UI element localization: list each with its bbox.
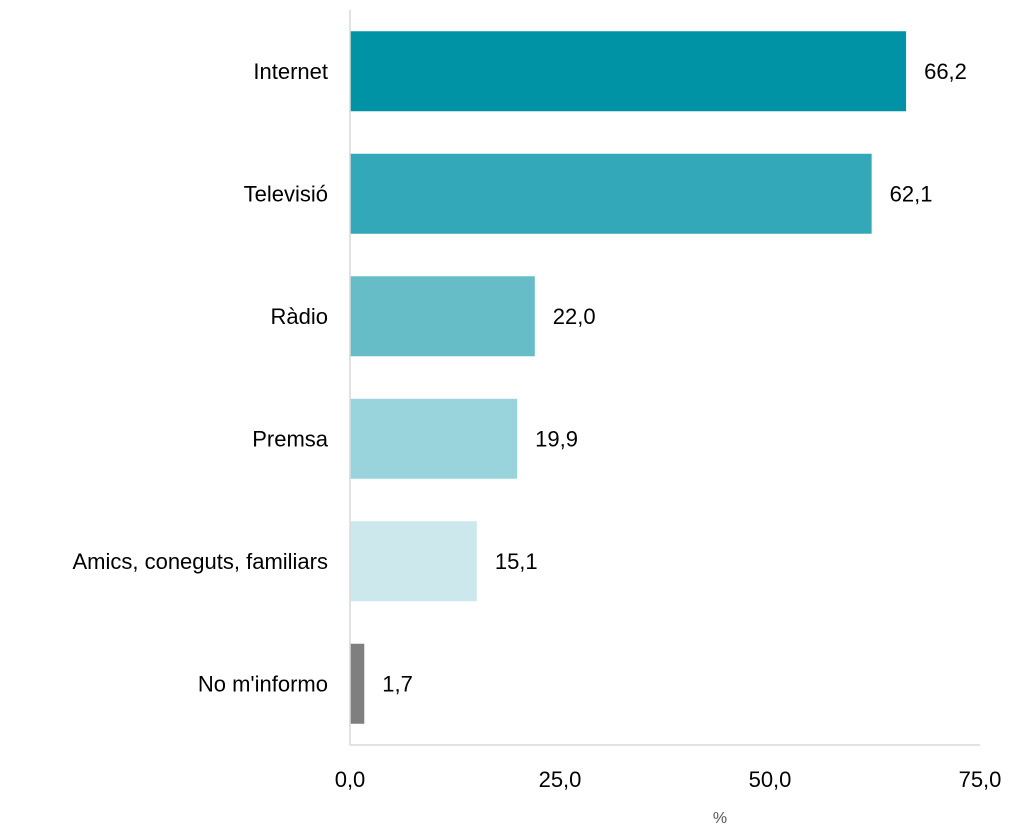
x-tick-label: 75,0: [959, 767, 1002, 792]
bar-3: [350, 398, 518, 479]
bar-1: [350, 153, 872, 234]
bar-0: [350, 31, 907, 112]
value-label: 1,7: [382, 671, 413, 696]
category-label: No m'informo: [198, 671, 328, 696]
category-label: Ràdio: [271, 304, 328, 329]
category-label: Premsa: [252, 426, 329, 451]
bar-2: [350, 276, 535, 357]
bar-5: [350, 643, 365, 724]
x-tick-label: 0,0: [335, 767, 366, 792]
x-tick-label: 50,0: [749, 767, 792, 792]
value-label: 19,9: [535, 426, 578, 451]
value-label: 62,1: [890, 181, 933, 206]
axis-layer: % 0,0 25,0 50,0 75,0: [335, 10, 1002, 827]
bars-layer: [350, 31, 907, 724]
bar-4: [350, 521, 477, 602]
value-label: 15,1: [495, 549, 538, 574]
x-tick-label: 25,0: [539, 767, 582, 792]
category-label: Internet: [253, 59, 328, 84]
x-axis-title: %: [713, 810, 727, 827]
labels-layer: Internet 66,2 Televisió 62,1 Ràdio 22,0 Premsa…: [72, 59, 966, 697]
category-label: Televisió: [244, 181, 328, 206]
value-label: 66,2: [924, 59, 967, 84]
value-label: 22,0: [553, 304, 596, 329]
category-label: Amics, coneguts, familiars: [72, 549, 328, 574]
